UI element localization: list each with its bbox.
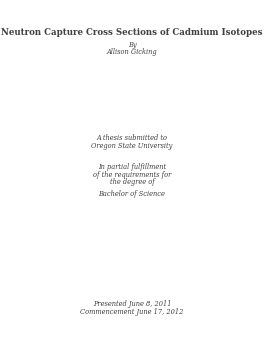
Text: In partial fulfillment: In partial fulfillment xyxy=(98,163,166,171)
Text: Allison Gicking: Allison Gicking xyxy=(107,48,157,56)
Text: the degree of: the degree of xyxy=(110,178,154,186)
Text: Oregon State University: Oregon State University xyxy=(91,142,173,150)
Text: of the requirements for: of the requirements for xyxy=(93,170,171,179)
Text: By: By xyxy=(128,41,136,49)
Text: Bachelor of Science: Bachelor of Science xyxy=(98,190,166,198)
Text: Neutron Capture Cross Sections of Cadmium Isotopes: Neutron Capture Cross Sections of Cadmiu… xyxy=(1,28,263,37)
Text: A thesis submitted to: A thesis submitted to xyxy=(97,134,167,142)
Text: Commencement June 17, 2012: Commencement June 17, 2012 xyxy=(80,308,184,316)
Text: Presented June 8, 2011: Presented June 8, 2011 xyxy=(93,300,171,308)
